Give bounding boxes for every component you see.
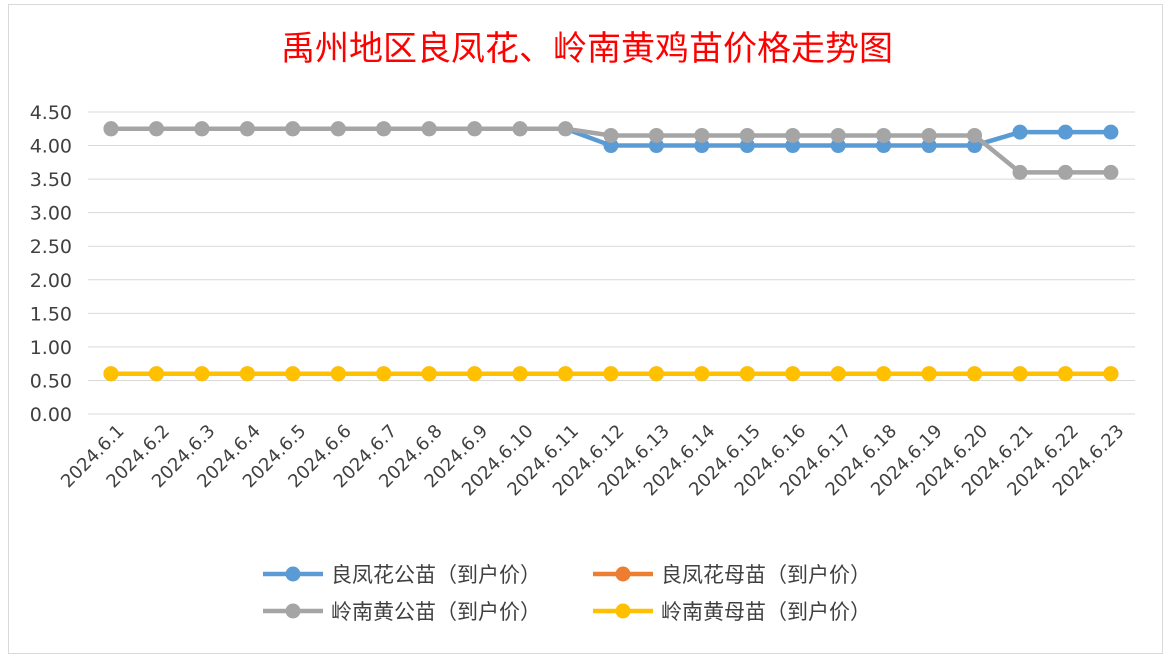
data-point[interactable] (558, 366, 573, 382)
data-point[interactable] (1103, 164, 1119, 180)
data-point[interactable] (1057, 164, 1073, 180)
x-axis: 2024.6.12024.6.22024.6.32024.6.42024.6.5… (57, 421, 1128, 501)
legend-item[interactable]: 岭南黄母苗（到户价） (593, 600, 871, 624)
legend-label: 岭南黄母苗（到户价） (661, 600, 871, 624)
legend-item[interactable]: 良凤花公苗（到户价） (263, 563, 541, 587)
y-tick-label: 0.00 (30, 404, 72, 426)
data-point[interactable] (967, 366, 983, 382)
y-tick-label: 0.50 (30, 370, 72, 392)
data-point[interactable] (103, 121, 119, 137)
data-point[interactable] (148, 121, 164, 137)
data-point[interactable] (739, 366, 755, 382)
y-tick-label: 4.00 (30, 136, 72, 158)
series-3 (103, 121, 1119, 180)
data-point[interactable] (467, 121, 483, 137)
data-point[interactable] (785, 127, 801, 143)
legend-label: 良凤花公苗（到户价） (331, 563, 541, 587)
data-point[interactable] (1012, 366, 1028, 382)
data-point[interactable] (512, 121, 528, 137)
data-point[interactable] (1057, 366, 1073, 382)
legend-item[interactable]: 良凤花母苗（到户价） (593, 563, 871, 587)
data-point[interactable] (558, 121, 573, 137)
data-point[interactable] (239, 121, 255, 137)
data-point[interactable] (1012, 124, 1028, 140)
y-axis: 0.00 0.50 1.00 1.50 2.00 2.50 3.00 3.50 4.00 4.50 (30, 102, 72, 426)
data-point[interactable] (1012, 164, 1028, 180)
data-point[interactable] (1103, 366, 1119, 382)
data-point[interactable] (148, 366, 164, 382)
data-point[interactable] (512, 366, 528, 382)
data-point[interactable] (830, 366, 846, 382)
data-point[interactable] (603, 127, 619, 143)
data-point[interactable] (785, 366, 801, 382)
series-4 (103, 366, 1119, 382)
legend-marker (285, 566, 301, 582)
y-tick-label: 3.00 (30, 203, 72, 225)
legend-label: 岭南黄公苗（到户价） (331, 600, 541, 624)
y-tick-label: 4.50 (30, 102, 72, 124)
data-point[interactable] (330, 121, 346, 137)
data-point[interactable] (421, 121, 437, 137)
y-tick-label: 1.00 (30, 337, 72, 359)
data-point[interactable] (330, 366, 346, 382)
legend-item[interactable]: 岭南黄公苗（到户价） (263, 600, 541, 624)
data-point[interactable] (921, 366, 937, 382)
y-tick-label: 2.50 (30, 236, 72, 258)
data-point[interactable] (921, 127, 937, 143)
y-tick-label: 2.00 (30, 270, 72, 292)
data-point[interactable] (194, 121, 210, 137)
data-point[interactable] (467, 366, 483, 382)
data-point[interactable] (603, 366, 619, 382)
data-point[interactable] (376, 366, 392, 382)
data-point[interactable] (421, 366, 437, 382)
data-point[interactable] (648, 127, 664, 143)
chart-title: 禹州地区良凤花、岭南黄鸡苗价格走势图 (281, 29, 893, 69)
data-point[interactable] (1057, 124, 1073, 140)
data-point[interactable] (285, 366, 301, 382)
data-point[interactable] (648, 366, 664, 382)
legend-marker (615, 566, 631, 582)
data-point[interactable] (194, 366, 210, 382)
data-point[interactable] (739, 127, 755, 143)
data-point[interactable] (103, 366, 119, 382)
data-point[interactable] (285, 121, 301, 137)
legend-marker (285, 603, 301, 619)
legend: 良凤花公苗（到户价） 良凤花母苗（到户价） 岭南黄公苗（到户价） 岭南黄母苗（到户价） (263, 563, 871, 624)
data-point[interactable] (376, 121, 392, 137)
data-point[interactable] (967, 127, 983, 143)
legend-marker (615, 603, 631, 619)
data-point[interactable] (1103, 124, 1119, 140)
legend-label: 良凤花母苗（到户价） (661, 563, 871, 587)
data-point[interactable] (876, 366, 892, 382)
y-tick-label: 3.50 (30, 169, 72, 191)
data-point[interactable] (694, 127, 710, 143)
data-point[interactable] (830, 127, 846, 143)
y-tick-label: 1.50 (30, 303, 72, 325)
data-point[interactable] (876, 127, 892, 143)
series-group (103, 121, 1119, 382)
data-point[interactable] (694, 366, 710, 382)
data-point[interactable] (239, 366, 255, 382)
